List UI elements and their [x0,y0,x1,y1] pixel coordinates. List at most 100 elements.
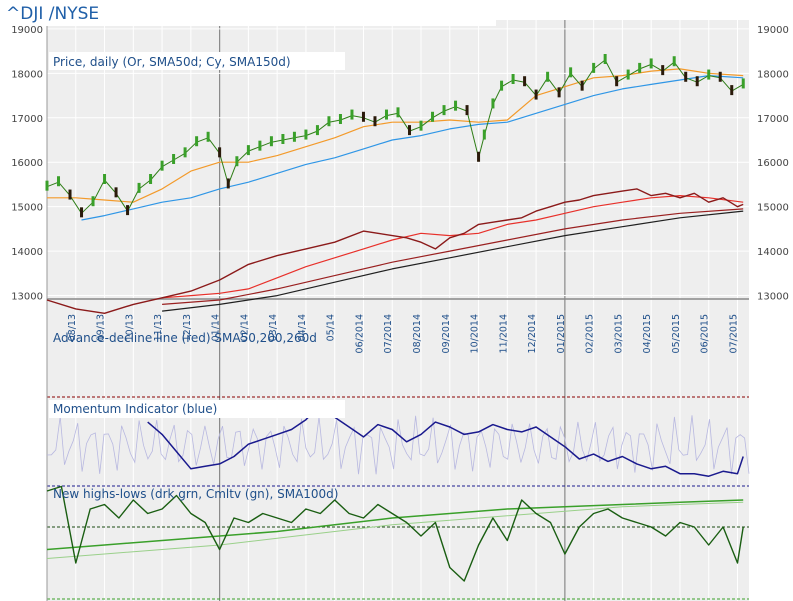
x-tick-label: 08/2014 [412,314,423,353]
price-candle [218,147,222,158]
price-candle [465,105,469,116]
x-axis-labels: 08/13 09/13 10/13 11/13 12/13 01/14 02/14 03/14… [67,314,740,353]
x-tick-label: 02/2015 [585,314,596,353]
y-tick-label-right: 17000 [757,114,789,125]
price-candle [626,69,630,80]
x-tick-label: 05/14 [326,314,337,341]
x-tick-label: 06/2015 [700,314,711,353]
price-candle [718,71,722,82]
momentum-panel-title: Momentum Indicator (blue) [53,402,217,416]
price-candle [350,109,354,120]
x-tick-label: 11/13 [153,314,164,341]
price-candle [442,105,446,116]
ad-panel-bg [47,300,749,397]
x-tick-label: 12/13 [182,314,193,341]
x-tick-label: 10/13 [124,314,135,341]
price-candle [172,154,176,164]
price-candle [477,151,481,162]
y-tick-label-left: 14000 [11,247,43,258]
price-candle [91,196,95,207]
price-candle [361,111,365,122]
ad-panel-title: Advance-decline line (red) SMA50,200,260… [53,331,317,345]
price-candle [269,136,273,147]
x-tick-label: 03/2015 [613,314,624,353]
momentum-noise-band [46,415,750,475]
price-candle [315,125,319,136]
price-candle [491,98,495,109]
y-tick-label-left: 18000 [11,69,43,80]
momentum-title-box [49,400,345,418]
price-candle [730,85,734,96]
price-candle [195,136,199,147]
x-tick-label: 01/2015 [556,314,567,353]
x-tick-label: 06/2014 [354,314,365,353]
price-candle [649,58,653,69]
price-candle [45,180,49,191]
highs-lows-line [46,485,744,582]
price-candle [183,147,187,158]
price-candle [661,65,665,76]
price-candle [226,178,230,189]
price-candle [80,207,84,218]
price-candle [707,69,711,80]
x-tick-label: 09/13 [96,314,107,341]
price-candle [523,76,527,87]
ad-sma260d-line [162,210,744,312]
price-candle [103,174,107,184]
x-tick-label: 05/2015 [671,314,682,353]
highs-lows-panel-title: New highs-lows (drk grn, Cmltv (gn), SMA… [53,487,338,501]
price-candle [327,116,331,127]
price-candle [615,76,619,87]
price-candle [592,62,596,73]
highs-lows-sma100d-line [46,501,744,559]
price-candle [500,80,504,91]
y-tick-label-left: 19000 [11,25,43,36]
price-candle [338,114,342,124]
price-candle [384,109,388,120]
x-tick-label: 09/2014 [441,314,452,353]
price-candle [68,189,72,200]
ad-line [46,188,744,314]
price-candle [672,56,676,67]
symbol-title: ^DJI /NYSE [6,4,99,24]
price-candle [114,187,118,198]
y-tick-label-left: 16000 [11,158,43,169]
price-candle [557,87,561,98]
price-candle [546,71,550,82]
price-candle [408,125,412,136]
price-candle [419,120,423,131]
price-candle [137,182,141,193]
price-candle [235,156,239,167]
title-box [0,0,496,26]
price-candle [149,174,153,184]
x-tick-label: 01/14 [211,314,222,341]
momentum-line [147,404,744,477]
y-tick-label-right: 15000 [757,203,789,214]
price-candle [126,205,130,216]
price-title-box [49,52,345,70]
x-tick-label: 07/2015 [728,314,739,353]
y-axis: 13000 13000 14000 14000 15000 15000 16000 16000… [11,25,789,303]
price-candle [373,116,377,127]
price-candle [431,111,435,122]
price-candle [741,78,745,89]
ad-sma200d-line [162,208,744,305]
price-candle [695,76,699,87]
y-tick-label-right: 13000 [757,292,789,303]
x-tick-label: 04/2015 [642,314,653,353]
x-tick-label: 10/2014 [470,314,481,353]
price-candle [482,129,486,140]
y-tick-label-right: 14000 [757,247,789,258]
x-tick-label: 03/14 [268,314,279,341]
price-candle [580,80,584,91]
sma50d-line [47,68,744,203]
x-tick-label: 02/14 [239,314,250,341]
price-candle [638,62,642,73]
price-candle [396,107,400,118]
price-candle [684,71,688,82]
price-candle [603,54,607,64]
price-candle [281,134,285,144]
price-panel-title: Price, daily (Or, SMA50d; Cy, SMA150d) [53,55,291,69]
price-candle [569,67,573,78]
x-tick-label: 07/2014 [383,314,394,353]
